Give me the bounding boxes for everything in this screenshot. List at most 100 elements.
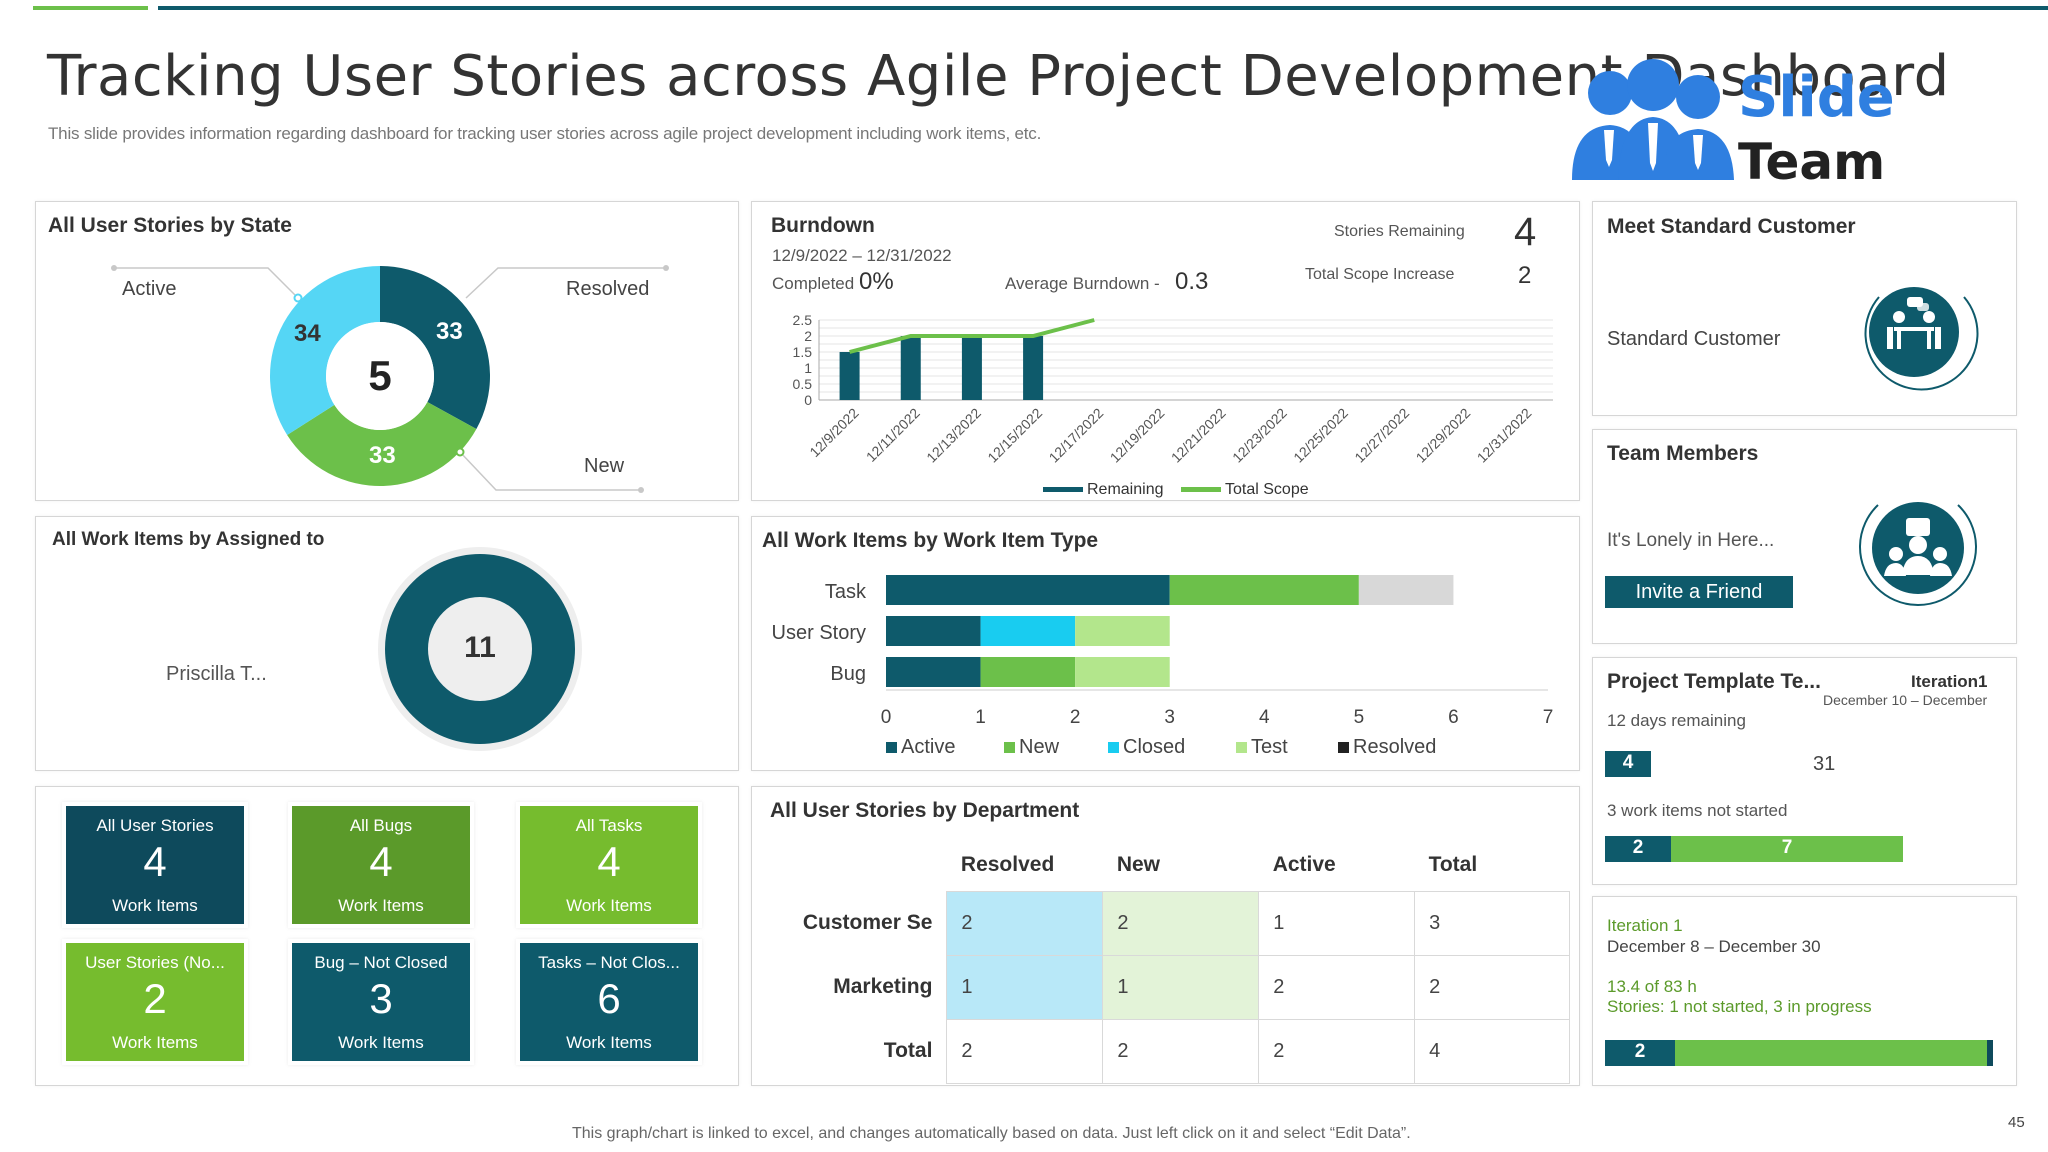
iteration-bar-remaining (1675, 1040, 1993, 1066)
legend-swatch-total-scope (1181, 487, 1221, 492)
tile-label: All User Stories (96, 816, 214, 835)
footer-note: This graph/chart is linked to excel, and… (572, 1125, 1411, 1142)
summary-tile[interactable]: All Bugs 4 Work Items (292, 806, 470, 924)
tile-label: All Bugs (349, 816, 413, 835)
iteration-label: Iteration1 (1911, 672, 1988, 691)
stories-remaining-label: Stories Remaining (1334, 223, 1465, 240)
assigned-center-value: 11 (464, 631, 496, 664)
table-row: Customer Se 2 2 1 3 (752, 890, 1570, 956)
col-header-resolved: Resolved (960, 852, 1055, 876)
x-tick-label: 12/13/2022 (923, 405, 984, 466)
y-tick-label: 2.5 (793, 312, 813, 328)
panel-team-members[interactable]: Team Members It's Lonely in Here... (1592, 429, 2017, 644)
table-corner (752, 839, 947, 891)
marker-active (293, 293, 303, 303)
table-cell: 2 (1258, 954, 1416, 1020)
x-tick-label: 12/25/2022 (1290, 405, 1351, 466)
panel-iteration[interactable]: Iteration 1 December 8 – December 30 13.… (1592, 896, 2017, 1086)
table-cell: 1 (946, 954, 1104, 1020)
summary-tile[interactable]: Tasks – Not Clos... 6 Work Items (520, 943, 698, 1061)
tile-value: 6 (597, 975, 621, 1022)
completed-value: 0% (859, 268, 894, 295)
donut-segment-active (270, 266, 380, 435)
panel-project-template[interactable]: Project Template Te... Iteration1 Decemb… (1592, 657, 2017, 885)
legend-label-remaining: Remaining (1087, 481, 1163, 498)
x-tick-label: 1 (975, 707, 986, 728)
top-accent-green (33, 6, 148, 10)
x-tick-label: 12/11/2022 (863, 405, 923, 465)
leader-dot-active (111, 265, 117, 271)
leader-dot-resolved (663, 265, 669, 271)
stacked-bar-segment (886, 616, 981, 646)
legend-label: New (1019, 736, 1060, 758)
panel-burndown[interactable]: Burndown 12/9/2022 – 12/31/2022 Complete… (751, 201, 1580, 501)
col-header-active: Active (1272, 852, 1336, 876)
table-cell: 2 (1102, 890, 1260, 956)
category-label: User Story (772, 622, 866, 644)
panel-stories-by-department[interactable]: All User Stories by Department Resolved … (751, 786, 1580, 1086)
work-item-type-chart: Task User Story Bug 0 1 2 3 4 5 6 7 Active New Closed… (772, 575, 1553, 758)
table-cell: 3 (1414, 890, 1570, 956)
panel-title: Team Members (1607, 442, 1759, 465)
tile-sublabel: Work Items (338, 1033, 424, 1052)
progress-value-done: 2 (1632, 837, 1644, 858)
donut-segment-resolved (380, 266, 491, 429)
legend-swatch (886, 742, 897, 753)
iteration-dates: December 8 – December 30 (1607, 937, 1821, 956)
donut-center-value: 5 (368, 352, 392, 399)
burndown-bar (839, 352, 860, 400)
y-tick-label: 0.5 (793, 376, 813, 392)
stacked-bar-segment (886, 657, 981, 687)
y-tick-label: 0 (804, 392, 812, 408)
x-tick-label: 12/19/2022 (1107, 405, 1168, 466)
legend-label-total-scope: Total Scope (1225, 481, 1309, 498)
table-cell: 2 (1102, 1018, 1260, 1084)
iteration-stories: Stories: 1 not started, 3 in progress (1607, 997, 1872, 1016)
label-resolved: Resolved (566, 278, 650, 300)
panel-stories-by-state[interactable]: All User Stories by State Active Resolve… (35, 201, 739, 501)
legend-label: Resolved (1353, 736, 1436, 758)
burndown-bar (900, 336, 921, 400)
legend-swatch (1108, 742, 1119, 753)
col-header-new: New (1116, 852, 1161, 876)
panel-work-items-assigned[interactable]: All Work Items by Assigned to Priscilla … (35, 516, 739, 771)
standard-customer-text: Standard Customer (1607, 328, 1781, 350)
invite-friend-button[interactable]: Invite a Friend (1605, 576, 1793, 608)
summary-tile[interactable]: Bug – Not Closed 3 Work Items (292, 943, 470, 1061)
summary-tile[interactable]: All Tasks 4 Work Items (520, 806, 698, 924)
iteration-bar-done (1605, 1040, 1675, 1066)
table-cell: 2 (946, 890, 1104, 956)
panel-meet-standard-customer[interactable]: Meet Standard Customer Standard Customer (1592, 201, 2017, 416)
x-tick-label: 12/27/2022 (1351, 405, 1412, 466)
tile-sublabel: Work Items (112, 896, 198, 915)
tile-label: All Tasks (575, 816, 643, 835)
table-cell: 1 (1258, 890, 1416, 956)
total-count: 31 (1813, 753, 1836, 775)
panel-work-item-type[interactable]: All Work Items by Work Item Type Task Use… (751, 516, 1580, 771)
summary-tile[interactable]: User Stories (No... 2 Work Items (66, 943, 244, 1061)
x-tick-label: 12/29/2022 (1413, 405, 1474, 466)
stacked-bar-segment (1075, 616, 1170, 646)
iteration-hours: 13.4 of 83 h (1607, 977, 1697, 996)
burndown-bar (1023, 336, 1044, 400)
stacked-bar-segment (1358, 575, 1454, 605)
logo-text-team: Team (1738, 133, 1886, 191)
total-scope-line (849, 318, 1095, 354)
department-table: Resolved New Active Total Customer Se 2 … (752, 839, 1570, 1084)
average-burndown-label: Average Burndown - (1005, 274, 1160, 293)
iteration-bar-value: 2 (1634, 1041, 1646, 1062)
legend-swatch (1236, 742, 1247, 753)
category-label: Task (825, 581, 867, 603)
panel-title: Project Template Te... (1607, 670, 1821, 693)
summary-tile[interactable]: All User Stories 4 Work Items (66, 806, 244, 924)
tile-value: 4 (369, 838, 393, 885)
stories-remaining-value: 4 (1514, 210, 1537, 254)
panel-title: All User Stories by State (48, 214, 292, 237)
tile-value: 2 (143, 975, 167, 1022)
tile-sublabel: Work Items (338, 896, 424, 915)
x-tick-label: 12/17/2022 (1046, 405, 1107, 466)
y-tick-label: 2 (804, 328, 812, 344)
panel-title: All User Stories by Department (770, 799, 1080, 822)
value-new: 33 (369, 442, 396, 469)
